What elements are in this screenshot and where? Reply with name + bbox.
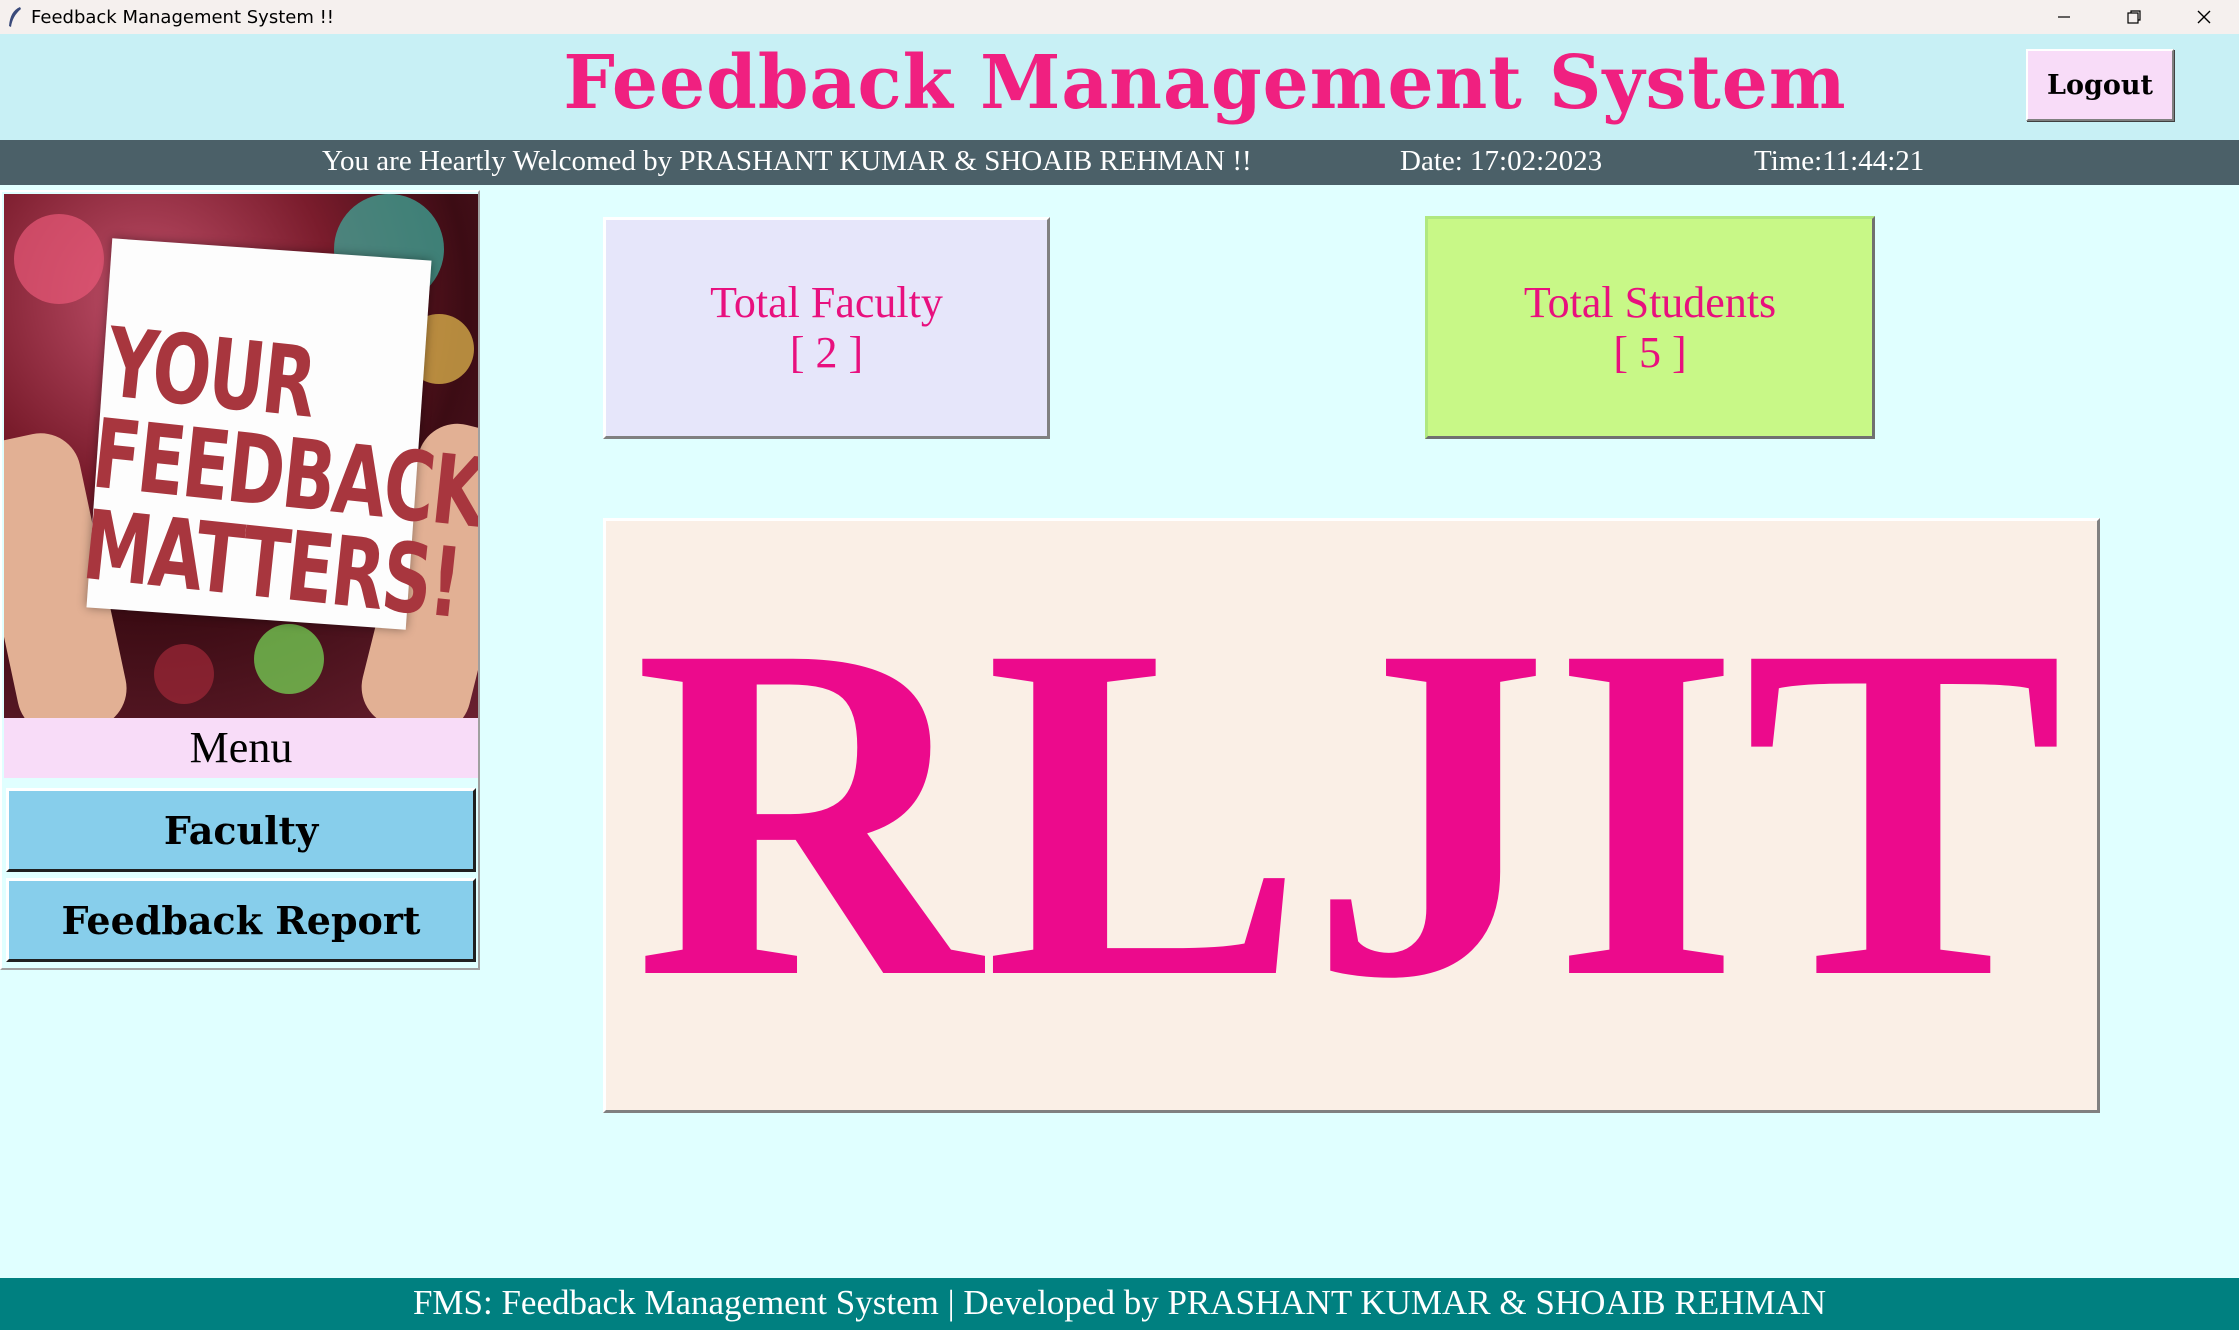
- sidebar: YOUR FEEDBACK MATTERS! Menu Faculty Feed…: [0, 190, 480, 970]
- window-titlebar: Feedback Management System !!: [0, 0, 2239, 34]
- date-display: Date: 17:02:2023: [1400, 145, 1603, 177]
- close-icon: [2197, 10, 2211, 24]
- total-students-count: [ 5 ]: [1613, 327, 1687, 377]
- feather-icon: [9, 7, 21, 27]
- faculty-button[interactable]: Faculty: [6, 788, 476, 872]
- poster-text: YOUR FEEDBACK MATTERS!: [78, 306, 478, 640]
- minimize-button[interactable]: [2029, 0, 2099, 34]
- college-logo-panel: RLJIT: [603, 518, 2100, 1113]
- feedback-poster-image: YOUR FEEDBACK MATTERS!: [4, 194, 478, 718]
- status-bar: You are Heartly Welcomed by PRASHANT KUM…: [0, 140, 2239, 185]
- close-button[interactable]: [2169, 0, 2239, 34]
- time-display: Time:11:44:21: [1754, 145, 1925, 177]
- restore-button[interactable]: [2099, 0, 2169, 34]
- feedback-report-button[interactable]: Feedback Report: [6, 878, 476, 962]
- welcome-message: You are Heartly Welcomed by PRASHANT KUM…: [322, 145, 1252, 177]
- total-students-card: Total Students [ 5 ]: [1425, 216, 1875, 439]
- menu-label: Menu: [4, 718, 478, 778]
- page-title: Feedback Management System: [563, 40, 1847, 126]
- footer: FMS: Feedback Management System | Develo…: [0, 1278, 2239, 1330]
- window-controls: [2029, 0, 2239, 34]
- college-logo-text: RLJIT: [634, 545, 2068, 1077]
- window-title: Feedback Management System !!: [31, 6, 335, 28]
- restore-icon: [2127, 10, 2141, 24]
- minimize-icon: [2058, 16, 2070, 18]
- total-students-label: Total Students: [1523, 277, 1777, 327]
- app-header: Feedback Management System Logout: [0, 34, 2239, 140]
- total-faculty-count: [ 2 ]: [789, 328, 864, 377]
- total-faculty-card: Total Faculty [ 2 ]: [603, 217, 1050, 439]
- logout-button[interactable]: Logout: [2026, 49, 2174, 121]
- total-faculty-label: Total Faculty: [710, 278, 943, 327]
